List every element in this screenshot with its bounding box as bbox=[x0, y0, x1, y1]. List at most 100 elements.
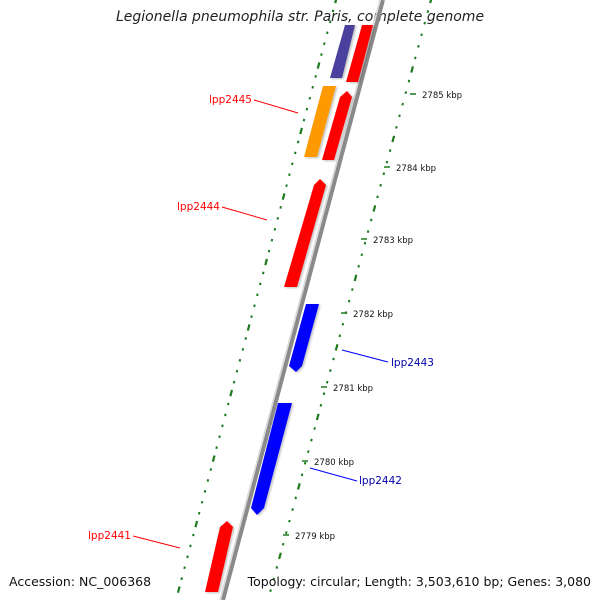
gc-tick bbox=[296, 482, 301, 490]
kbp-tick-label: 2780 kbp bbox=[314, 458, 354, 468]
gc-tick bbox=[215, 446, 218, 450]
kbp-tick-label: 2781 kbp bbox=[333, 384, 373, 394]
gc-tick bbox=[398, 114, 401, 118]
gc-tick bbox=[372, 205, 377, 212]
gc-tick bbox=[224, 413, 227, 417]
gc-tick bbox=[388, 149, 392, 152]
gc-tick bbox=[293, 151, 297, 155]
kbp-tick-label: 2783 kbp bbox=[373, 236, 413, 246]
gc-tick bbox=[221, 424, 224, 428]
gc-tick bbox=[407, 79, 411, 83]
gc-tick bbox=[395, 125, 398, 129]
gc-tick bbox=[310, 438, 313, 442]
gc-tick bbox=[363, 241, 367, 245]
kbp-tick-label: 2784 kbp bbox=[396, 164, 436, 174]
gc-tick bbox=[272, 577, 275, 581]
gc-tick bbox=[404, 91, 408, 95]
gc-tick bbox=[323, 42, 326, 46]
gc-tick bbox=[270, 238, 274, 242]
gc-tick bbox=[338, 334, 342, 338]
gc-tick bbox=[197, 511, 201, 515]
gene-label-lpp2445[interactable]: lpp2445 bbox=[209, 94, 252, 106]
accession-text: Accession: NC_006368 bbox=[9, 574, 152, 589]
gc-tick bbox=[420, 33, 423, 37]
gc-tick bbox=[316, 62, 321, 69]
gene-arrow-lpp2444 bbox=[284, 179, 326, 287]
gene-label-lpp2444[interactable]: lpp2444 bbox=[177, 201, 220, 213]
gc-tick bbox=[379, 183, 382, 187]
gc-skew-track-outer bbox=[176, 0, 338, 593]
gc-tick bbox=[315, 413, 320, 421]
gc-tick bbox=[246, 324, 251, 331]
gc-tick bbox=[267, 249, 271, 253]
gc-tick bbox=[357, 264, 360, 268]
gene-label-lpp2442[interactable]: lpp2442 bbox=[359, 475, 402, 487]
gc-tick bbox=[275, 566, 279, 569]
gc-tick bbox=[291, 162, 294, 166]
gc-tick bbox=[307, 450, 310, 454]
gc-tick bbox=[192, 533, 195, 537]
gc-tick bbox=[319, 403, 323, 407]
gc-tick bbox=[269, 589, 272, 593]
gc-tick bbox=[285, 184, 288, 188]
gc-tick bbox=[369, 218, 373, 222]
gc-tick bbox=[194, 520, 199, 528]
gc-tick bbox=[288, 519, 291, 523]
gc-tick bbox=[238, 358, 242, 362]
gc-tick bbox=[241, 347, 245, 351]
gc-tick bbox=[302, 118, 306, 122]
gc-tick bbox=[429, 0, 433, 4]
gc-tick bbox=[264, 258, 269, 266]
gc-tick bbox=[211, 455, 216, 462]
gc-tick bbox=[413, 56, 417, 60]
map-title: Legionella pneumophila str. Paris, compl… bbox=[115, 9, 485, 25]
gc-tick bbox=[285, 531, 288, 535]
gc-tick bbox=[417, 44, 420, 48]
gc-tick bbox=[206, 478, 210, 482]
gc-tick bbox=[314, 75, 317, 78]
gc-tick bbox=[186, 555, 189, 559]
gene-arrow-top bbox=[346, 25, 373, 82]
gc-tick bbox=[209, 468, 213, 471]
gc-tick bbox=[410, 66, 415, 73]
kbp-tick-label: 2779 kbp bbox=[295, 532, 335, 542]
leader-line-lpp2442 bbox=[309, 467, 358, 482]
gc-tick bbox=[296, 140, 300, 144]
gc-tick bbox=[281, 193, 286, 200]
gc-tick bbox=[376, 195, 379, 199]
gc-tick bbox=[325, 31, 329, 35]
gc-tick bbox=[250, 315, 253, 319]
gene-label-lpp2443[interactable]: lpp2443 bbox=[391, 357, 434, 369]
leader-line-lpp2443 bbox=[341, 349, 389, 363]
gc-tick bbox=[303, 461, 307, 465]
gc-tick bbox=[300, 473, 304, 477]
gc-tick bbox=[334, 0, 338, 4]
gc-tick bbox=[305, 107, 309, 111]
gc-tick bbox=[353, 274, 358, 282]
gc-tick bbox=[328, 20, 332, 24]
gc-tick bbox=[203, 489, 207, 493]
gc-tick bbox=[244, 337, 248, 340]
gc-tick bbox=[276, 216, 280, 220]
gc-tick bbox=[426, 10, 430, 14]
gc-tick bbox=[366, 230, 370, 234]
gc-tick bbox=[320, 53, 323, 57]
gc-tick bbox=[351, 288, 354, 291]
gc-tick bbox=[341, 322, 345, 326]
gc-tick bbox=[391, 135, 396, 143]
gc-tick bbox=[299, 127, 303, 135]
kbp-tick-label: 2785 kbp bbox=[422, 91, 462, 101]
gene-label-lpp2441[interactable]: lpp2441 bbox=[88, 530, 131, 542]
gc-tick bbox=[253, 304, 256, 308]
gc-tick bbox=[347, 299, 351, 303]
leader-line-lpp2441 bbox=[132, 535, 181, 549]
gc-tick bbox=[180, 577, 183, 581]
gc-tick bbox=[259, 282, 262, 286]
gc-tick bbox=[273, 227, 277, 231]
leader-line-lpp2444 bbox=[221, 206, 268, 221]
gc-tick bbox=[200, 500, 204, 504]
gc-tick bbox=[308, 96, 312, 100]
gc-tick bbox=[288, 173, 291, 177]
gc-tick bbox=[226, 402, 230, 406]
